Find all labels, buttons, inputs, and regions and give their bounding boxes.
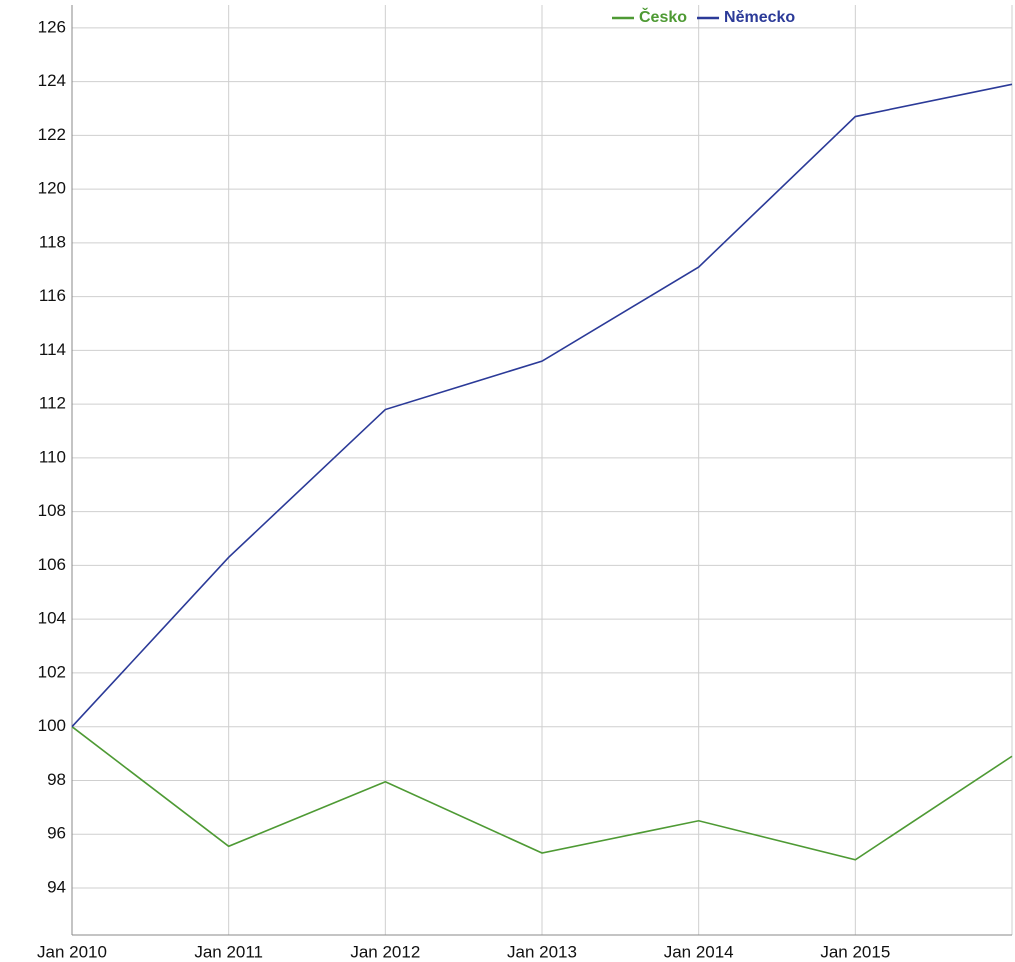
y-tick-label: 116 xyxy=(39,286,66,305)
chart: 94 96 98 100 102 104 106 108 110 112 114 116 118 120 1… xyxy=(0,0,1015,962)
x-tick-label: Jan 2015 xyxy=(820,942,890,961)
y-tick-label: 102 xyxy=(38,662,66,681)
y-tick-label: 104 xyxy=(38,609,66,628)
x-tick-label: Jan 2013 xyxy=(507,942,577,961)
x-tick-label: Jan 2010 xyxy=(37,942,107,961)
x-tick-label: Jan 2012 xyxy=(350,942,420,961)
y-tick-label: 118 xyxy=(39,232,66,251)
y-tick-label: 100 xyxy=(38,716,66,735)
y-tick-label: 120 xyxy=(38,179,66,198)
y-tick-label: 122 xyxy=(38,125,66,144)
y-tick-label: 96 xyxy=(47,824,66,843)
x-tick-label: Jan 2011 xyxy=(194,942,263,961)
y-tick-label: 110 xyxy=(39,447,66,466)
y-tick-label: 98 xyxy=(47,770,66,789)
y-tick-label: 112 xyxy=(39,394,66,413)
y-tick-label: 114 xyxy=(39,340,66,359)
y-tick-label: 94 xyxy=(47,877,66,896)
legend-label: Česko xyxy=(639,7,687,26)
y-tick-label: 108 xyxy=(38,501,66,520)
y-tick-label: 124 xyxy=(38,71,66,90)
y-tick-label: 106 xyxy=(38,555,66,574)
x-tick-label: Jan 2014 xyxy=(664,942,734,961)
legend-label: Německo xyxy=(724,9,795,26)
y-tick-label: 126 xyxy=(38,17,66,36)
